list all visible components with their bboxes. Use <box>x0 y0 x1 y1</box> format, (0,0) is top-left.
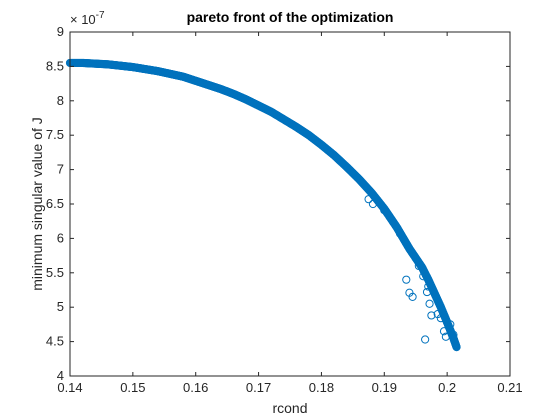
y-axis-label: minimum singular value of J <box>29 117 45 291</box>
x-tick-label: 0.16 <box>183 380 208 395</box>
x-tick-label: 0.21 <box>497 380 522 395</box>
y-tick-label: 5.5 <box>46 265 64 280</box>
data-point <box>449 330 458 339</box>
data-point <box>441 332 450 341</box>
x-tick-label: 0.17 <box>246 380 271 395</box>
data-point <box>452 343 461 352</box>
data-point <box>436 314 445 323</box>
data-point <box>364 195 373 204</box>
y-tick-label: 6.5 <box>46 196 64 211</box>
y-exponent-base: × 10 <box>70 12 96 27</box>
y-tick-label: 8.5 <box>46 58 64 73</box>
y-tick-label: 9 <box>57 24 64 39</box>
y-exponent-label: × 10-7 <box>70 10 105 27</box>
y-tick-label: 5 <box>57 299 64 314</box>
data-point <box>425 299 434 308</box>
x-tick-label: 0.18 <box>309 380 334 395</box>
x-axis-label: rcond <box>272 400 307 416</box>
data-point <box>395 229 405 238</box>
y-tick-label: 8 <box>57 93 64 108</box>
y-exponent-value: -7 <box>96 10 105 21</box>
x-tick-label: 0.15 <box>120 380 145 395</box>
data-point <box>421 335 430 344</box>
y-tick-label: 7.5 <box>46 127 64 142</box>
data-point <box>408 292 417 301</box>
x-tick-label: 0.14 <box>57 380 82 395</box>
y-tick-label: 7 <box>57 162 64 177</box>
data-point <box>427 311 436 320</box>
data-point <box>419 272 428 281</box>
data-point <box>446 320 455 329</box>
y-tick-label: 4 <box>57 368 64 383</box>
ticks-layer: 0.14 0.15 0.16 0.17 0.18 0.19 0.2 0.21 4 4.5 5 5.5 6… <box>46 24 523 395</box>
data-point <box>439 327 449 336</box>
chart-title: pareto front of the optimization <box>187 9 394 25</box>
x-tick-label: 0.19 <box>372 380 397 395</box>
y-tick-label: 6 <box>57 230 64 245</box>
data-point <box>424 282 433 291</box>
data-point <box>422 287 432 297</box>
data-point <box>368 199 378 209</box>
data-point <box>402 275 411 284</box>
data-point <box>414 261 423 271</box>
points-layer <box>65 58 461 352</box>
y-tick-label: 4.5 <box>46 334 64 349</box>
x-tick-label: 0.2 <box>438 380 456 395</box>
data-point <box>380 206 389 215</box>
